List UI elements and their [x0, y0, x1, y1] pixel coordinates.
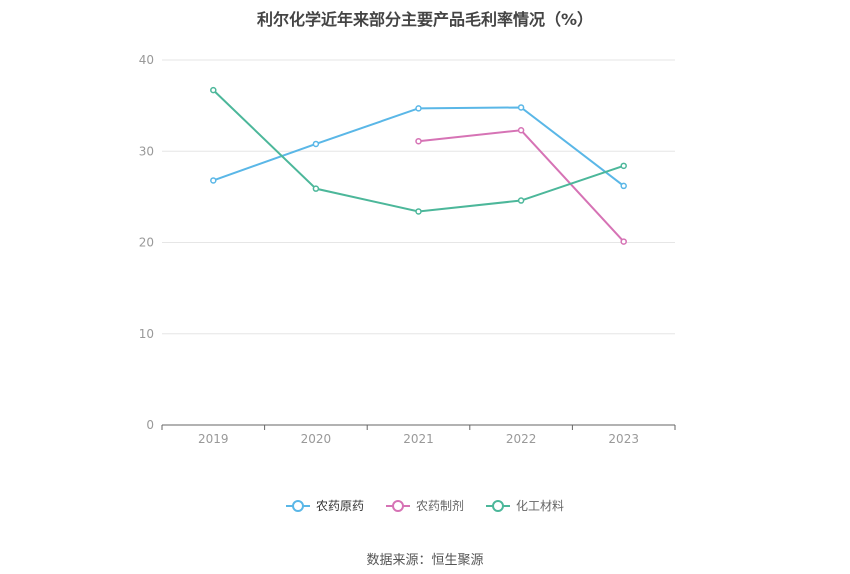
- legend-swatch-marker: [391, 499, 404, 512]
- y-tick-label: 0: [146, 418, 154, 432]
- data-point: [517, 104, 525, 111]
- legend-label: 农药原药: [315, 499, 364, 513]
- y-tick-label: 40: [139, 53, 154, 67]
- y-tick-label: 20: [139, 236, 154, 250]
- data-point: [415, 208, 422, 215]
- data-point: [312, 185, 320, 192]
- data-point: [210, 177, 217, 184]
- legend-item-2[interactable]: 农药制剂: [385, 497, 464, 514]
- legend-item-3[interactable]: 化工材料: [486, 497, 564, 514]
- x-tick-label: 2020: [301, 432, 332, 446]
- data-source-note: 数据来源：恒生聚源: [366, 553, 484, 568]
- data-point: [312, 140, 320, 148]
- data-point: [415, 105, 422, 112]
- legend-swatch-icon: [486, 499, 510, 512]
- legend-swatch-icon: [385, 499, 410, 512]
- legend-item-1[interactable]: 农药原药: [285, 497, 364, 514]
- data-point: [210, 86, 217, 94]
- x-tick-label: 2021: [403, 432, 434, 446]
- data-point: [517, 127, 525, 134]
- x-tick-label: 2022: [506, 432, 537, 446]
- legend-label: 农药制剂: [415, 499, 464, 513]
- y-tick-label: 30: [139, 144, 154, 158]
- x-tick-label: 2023: [608, 432, 639, 446]
- chart-legend: 农药原药 农药制剂 化工材料: [0, 497, 850, 514]
- x-tick-label: 2019: [198, 432, 229, 446]
- series-line-2: [418, 129, 625, 243]
- line-chart: 0 10 20 30 40 2019 2020 2021 2022 2023: [139, 53, 676, 446]
- legend-swatch-marker: [291, 499, 304, 512]
- legend-swatch-icon: [285, 499, 310, 512]
- legend-label: 化工材料: [516, 499, 565, 513]
- data-point: [517, 197, 525, 204]
- y-tick-label: 10: [139, 327, 154, 341]
- chart-title: 利尔化学近年来部分主要产品毛利率情况（%）: [256, 10, 594, 29]
- data-point: [415, 137, 422, 145]
- data-point: [620, 238, 627, 245]
- data-point: [620, 182, 627, 190]
- data-point: [620, 162, 627, 170]
- legend-swatch-marker: [492, 499, 504, 512]
